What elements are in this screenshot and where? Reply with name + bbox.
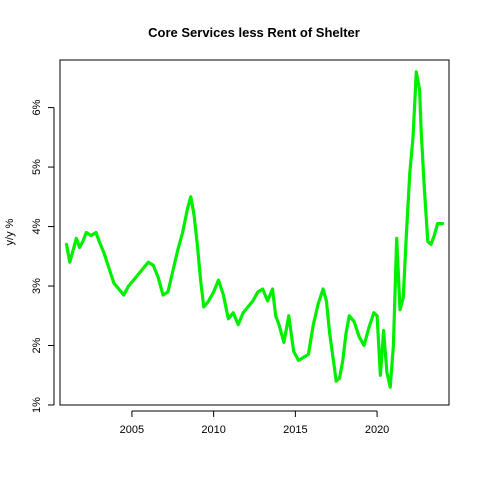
series-layer [64,70,445,389]
y-tick-label: 1% [31,397,43,413]
y-tick-label: 4% [31,218,43,234]
series-line [64,70,445,389]
x-tick-label: 2005 [120,424,144,436]
y-axis: 1% 2% 3% 4% 5% 6% [31,99,55,413]
y-tick-label: 2% [31,337,43,353]
y-tick-label: 6% [31,99,43,115]
y-axis-label-group: y/y % [4,218,16,245]
y-tick-label: 3% [31,278,43,294]
y-axis-label: y/y % [4,218,16,245]
plot-frame [59,59,450,406]
x-tick-label: 2020 [365,424,389,436]
x-tick-label: 2015 [283,424,307,436]
chart-title: Core Services less Rent of Shelter [148,25,360,40]
x-axis: 2005 2010 2015 2020 [120,410,389,436]
x-tick-label: 2010 [201,424,225,436]
y-tick-label: 5% [31,159,43,175]
